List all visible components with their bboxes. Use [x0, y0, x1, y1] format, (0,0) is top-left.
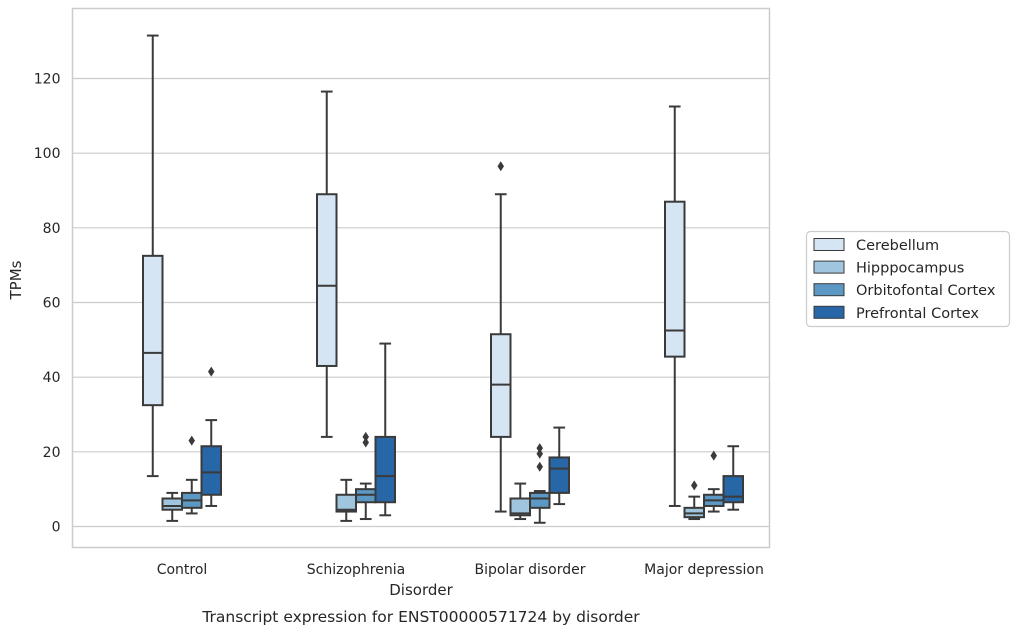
- outlier-point: [362, 437, 369, 448]
- box-cerebellum-control: [142, 34, 164, 478]
- legend-swatch: [813, 238, 845, 251]
- box-hipppocampus-control: [161, 491, 183, 522]
- x-tick-labels: Control Schizophrenia Bipolar disorder Majo…: [157, 562, 764, 578]
- legend: Cerebellum Hipppocampus Orbitofontal Corte…: [805, 230, 1011, 328]
- y-tick-label: 40: [43, 370, 61, 386]
- outlier-point: [691, 480, 698, 491]
- figure-caption: Transcript expression for ENST0000057172…: [201, 608, 640, 626]
- box-hipppocampus-major-depression: [683, 480, 705, 521]
- box-plot-boxes: [142, 34, 744, 524]
- box-prefrontal-cortex-bipolar-disorder: [548, 426, 570, 506]
- legend-swatch: [813, 260, 845, 274]
- box-orbitofontal-cortex-bipolar-disorder: [529, 443, 551, 524]
- box-iqr: [664, 200, 686, 358]
- box-iqr: [142, 254, 164, 407]
- y-axis-title: TPMs: [7, 260, 25, 300]
- box-iqr: [316, 193, 338, 367]
- outlier-point: [188, 435, 195, 446]
- box-hipppocampus-schizophrenia: [335, 478, 357, 522]
- box-orbitofontal-cortex-major-depression: [703, 450, 725, 513]
- legend-label: Hipppocampus: [856, 261, 964, 277]
- x-axis-title: Disorder: [389, 581, 453, 599]
- box-iqr: [200, 445, 222, 496]
- box-orbitofontal-cortex-control: [181, 435, 203, 515]
- box-iqr: [529, 491, 551, 509]
- box-cerebellum-schizophrenia: [316, 90, 338, 438]
- legend-swatch: [813, 283, 845, 297]
- plot-frame: [71, 7, 771, 549]
- outlier-point: [497, 161, 504, 172]
- y-tick-label: 120: [34, 72, 61, 88]
- box-iqr: [161, 497, 183, 511]
- box-prefrontal-cortex-major-depression: [722, 445, 744, 511]
- box-cerebellum-major-depression: [664, 105, 686, 507]
- y-tick-label: 20: [43, 445, 61, 461]
- legend-swatch: [813, 305, 845, 319]
- outlier-point: [710, 450, 717, 461]
- box-hipppocampus-bipolar-disorder: [509, 482, 531, 521]
- y-tick-label: 60: [43, 296, 61, 312]
- legend-label: Cerebellum: [856, 238, 939, 254]
- box-iqr: [548, 456, 570, 494]
- y-tick-label: 80: [43, 221, 61, 237]
- box-cerebellum-bipolar-disorder: [490, 161, 512, 513]
- y-tick-label: 100: [34, 146, 61, 162]
- box-iqr: [722, 475, 744, 504]
- legend-label: Prefrontal Cortex: [856, 306, 979, 322]
- x-tick-label: Major depression: [644, 562, 764, 578]
- grid-lines: [72, 77, 770, 528]
- x-tick-label: Schizophrenia: [307, 562, 405, 578]
- box-orbitofontal-cortex-schizophrenia: [355, 431, 377, 521]
- box-iqr: [374, 435, 396, 504]
- y-tick-label: 0: [52, 520, 61, 536]
- outlier-point: [208, 366, 215, 377]
- x-tick-label: Control: [157, 562, 208, 578]
- outlier-point: [536, 461, 543, 472]
- legend-label: Orbitofontal Cortex: [856, 283, 996, 299]
- box-prefrontal-cortex-control: [200, 366, 222, 507]
- box-prefrontal-cortex-schizophrenia: [374, 342, 396, 517]
- legend-frame: [805, 230, 1011, 328]
- outlier-point: [362, 431, 369, 442]
- outlier-point: [536, 443, 543, 454]
- y-tick-labels: 0 20 40 60 80 100 120: [34, 72, 61, 536]
- outlier-point: [536, 448, 543, 459]
- x-tick-label: Bipolar disorder: [474, 562, 585, 578]
